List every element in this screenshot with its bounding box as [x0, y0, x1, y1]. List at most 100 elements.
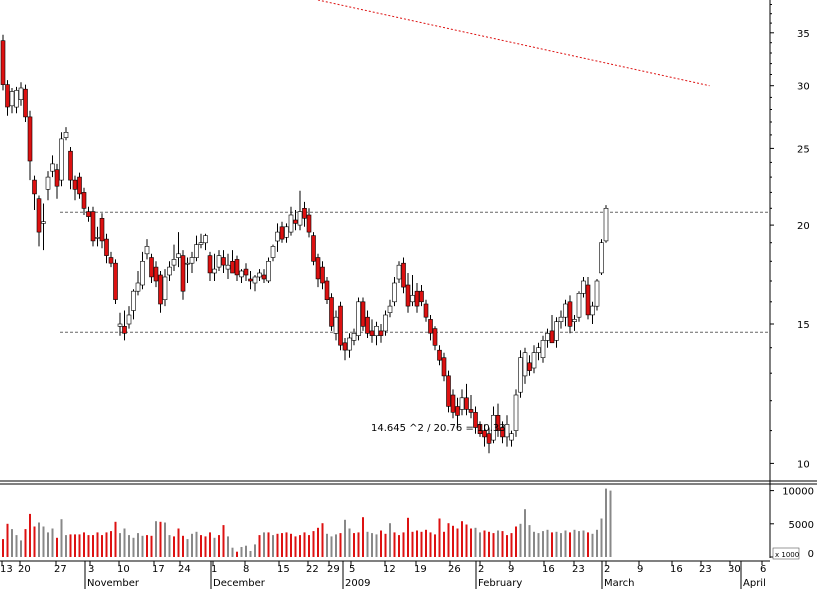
volume-bar: [60, 519, 63, 557]
candle: [450, 389, 456, 419]
candle-body-up: [257, 272, 262, 278]
candle: [311, 232, 316, 266]
candle-body-down: [54, 169, 60, 187]
volume-bar: [524, 509, 526, 557]
volume-bar: [600, 518, 603, 557]
candle-body-up: [531, 352, 537, 369]
candle-body-down: [234, 259, 240, 276]
volume-bar: [146, 535, 148, 557]
volume-bar: [56, 537, 58, 557]
volume-bar: [137, 533, 139, 557]
candle: [167, 261, 172, 281]
volume-bar: [20, 540, 22, 557]
candle: [351, 328, 357, 346]
candle-body-down: [5, 84, 10, 108]
candle: [207, 251, 213, 281]
candle-body-down: [500, 427, 505, 438]
candle-body-up: [189, 257, 195, 264]
volume-bar: [128, 535, 130, 557]
candle-body-down: [549, 330, 555, 344]
candle: [279, 221, 285, 243]
candle: [126, 306, 132, 329]
candle: [90, 206, 96, 247]
candle-body-up: [140, 260, 145, 286]
volume-bar: [389, 523, 391, 557]
candle-body-up: [284, 226, 289, 238]
volume-bar: [123, 528, 126, 557]
candle-body-down: [293, 219, 298, 224]
candle-body-down: [104, 238, 109, 256]
candle-body-down: [315, 257, 321, 280]
candle: [36, 195, 42, 247]
candle: [194, 235, 199, 262]
candle-body-down: [405, 284, 411, 307]
volume-bar: [596, 529, 598, 557]
candle-body-up: [162, 276, 168, 301]
candle-body-up: [171, 259, 177, 266]
volume-bar: [371, 533, 373, 557]
month-label: April: [743, 578, 766, 589]
date-tick-label: 24: [178, 564, 191, 575]
candle-body-down: [329, 297, 334, 327]
volume-bar: [470, 528, 472, 557]
volume-bar: [447, 523, 450, 557]
candle: [387, 299, 393, 318]
candle: [59, 132, 64, 187]
candle: [455, 397, 460, 428]
date-tick-label: 5: [349, 564, 355, 575]
candle: [437, 345, 442, 366]
candle-body-down: [360, 301, 366, 327]
price-tick-label: 30: [797, 82, 810, 93]
candle-body-down: [72, 179, 78, 190]
candle-body-up: [50, 163, 55, 172]
date-tick-label: 12: [383, 564, 396, 575]
horizontal-levels: [60, 211, 770, 333]
volume-bar: [254, 544, 256, 557]
candle-body-down: [248, 278, 253, 282]
price-tick-label: 10: [797, 459, 810, 470]
volume-bar: [222, 525, 225, 557]
candle-body-down: [149, 257, 154, 278]
volume-bar: [177, 528, 180, 557]
candle-body-down: [27, 116, 33, 162]
candle-body-up: [275, 231, 280, 242]
volume-bar: [321, 523, 324, 557]
volume-bar: [263, 532, 265, 557]
candle: [315, 253, 321, 288]
candle: [563, 299, 568, 327]
volume-bar: [348, 528, 351, 557]
candle-body-down: [36, 198, 42, 233]
candle-body-down: [99, 218, 105, 242]
volume-bar: [11, 529, 13, 557]
volume-bar: [456, 528, 459, 557]
candle: [585, 277, 591, 320]
date-tick-label: 10: [117, 564, 130, 575]
candle: [369, 319, 375, 343]
candle: [77, 172, 82, 199]
volume-bar: [294, 536, 297, 557]
candle-body-up: [599, 242, 604, 274]
candle: [176, 232, 181, 268]
candle: [486, 427, 492, 454]
candle: [495, 403, 501, 437]
date-tick-label: 17: [152, 564, 165, 575]
candle-body-up: [351, 332, 357, 341]
candle: [554, 317, 559, 348]
date-tick-label: 15: [277, 564, 290, 575]
candle-body-up: [288, 214, 294, 233]
volume-bar: [209, 532, 211, 557]
volume-bar: [326, 533, 328, 557]
volume-bar: [434, 534, 436, 557]
date-tick-label: 9: [508, 564, 514, 575]
candle-body-down: [432, 328, 438, 346]
candle-body-up: [540, 340, 546, 358]
candle: [365, 310, 370, 338]
candle-body-up: [9, 91, 15, 107]
candle: [230, 250, 235, 274]
candle: [567, 295, 573, 334]
candle: [414, 283, 420, 313]
volume-bar: [555, 531, 558, 557]
volume-bars: [2, 488, 612, 557]
volume-bar: [344, 519, 346, 557]
candle-body-up: [387, 305, 393, 314]
